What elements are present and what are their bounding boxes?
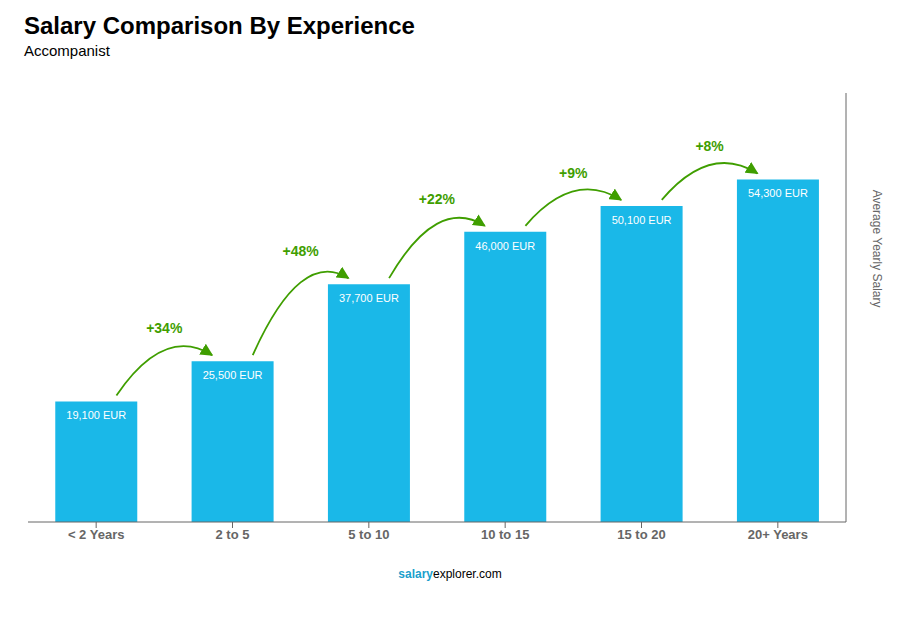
svg-text:5 to 10: 5 to 10 [348,527,389,542]
svg-text:25,500 EUR: 25,500 EUR [203,369,263,381]
svg-text:50,100 EUR: 50,100 EUR [612,214,672,226]
svg-text:2 to 5: 2 to 5 [216,527,250,542]
svg-text:10 to 15: 10 to 15 [481,527,529,542]
svg-text:54,300 EUR: 54,300 EUR [748,187,808,199]
svg-text:+22%: +22% [419,191,456,207]
svg-text:+8%: +8% [695,138,724,154]
svg-text:20+ Years: 20+ Years [748,527,808,542]
svg-text:+9%: +9% [559,165,588,181]
svg-text:< 2 Years: < 2 Years [68,527,125,542]
svg-text:15 to 20: 15 to 20 [617,527,665,542]
html-text:Salary Comparison By Experienc: Salary Comparison By Experience [24,12,415,39]
html-text:salary explorer.com: salary explorer.com [398,567,502,581]
svg-text:+48%: +48% [282,243,319,259]
svg-text:Average Yearly Salary: Average Yearly Salary [870,190,884,308]
svg-text:46,000 EUR: 46,000 EUR [475,240,535,252]
svg-text:19,100 EUR: 19,100 EUR [66,409,126,421]
svg-text:37,700 EUR: 37,700 EUR [339,292,399,304]
html-text:Accompanist: Accompanist [24,42,110,59]
svg-text:+34%: +34% [146,320,183,336]
